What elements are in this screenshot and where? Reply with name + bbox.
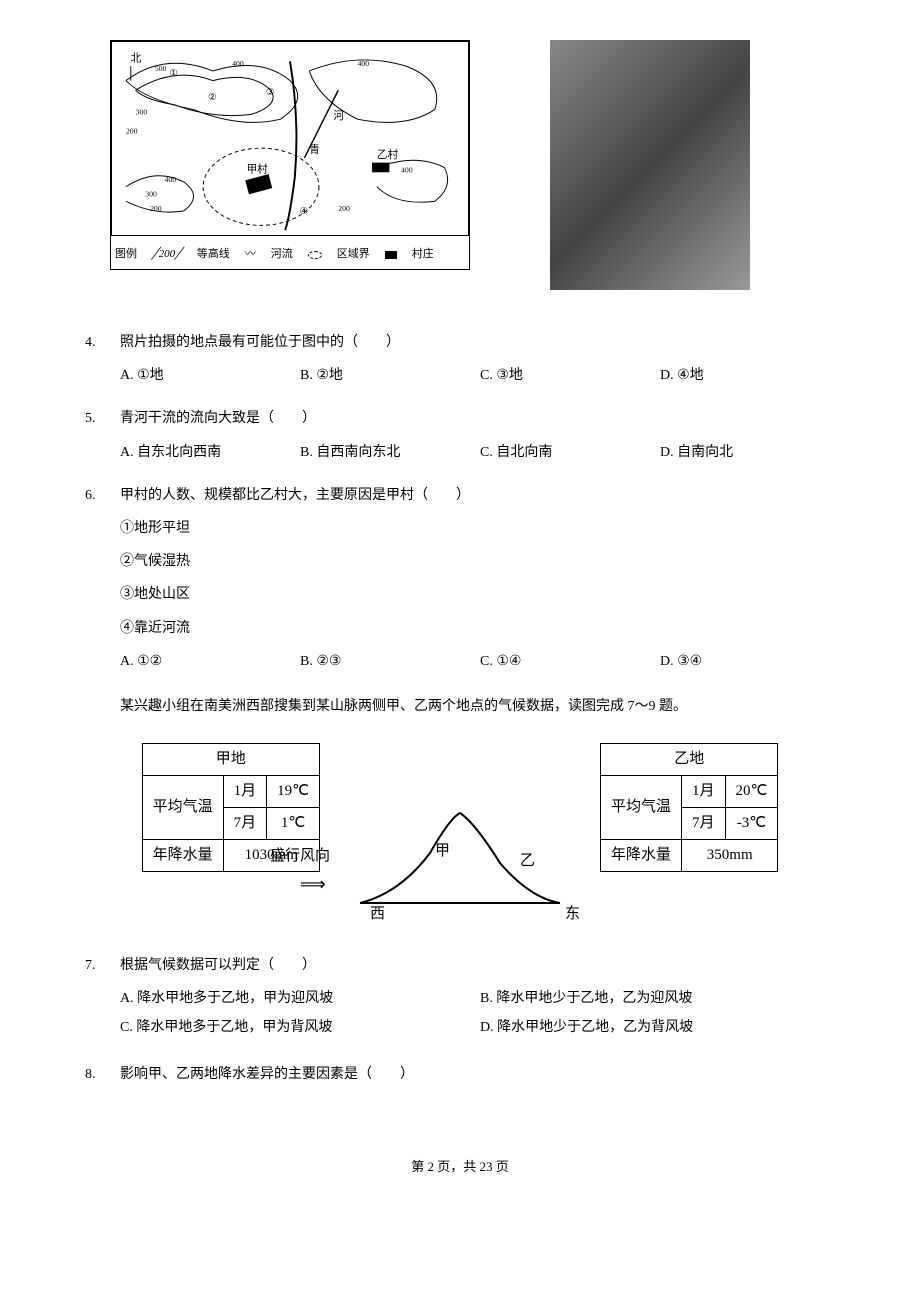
yi-precip-value: 350mm (682, 839, 778, 871)
mountain-diagram: 盛行风向 ⟹ 甲 乙 西 东 (340, 803, 580, 923)
q7-option-b: B. 降水甲地少于乙地，乙为迎风坡 (480, 986, 840, 1011)
q4-option-d: D. ④地 (660, 363, 840, 388)
jia-side-label: 甲 (435, 838, 450, 865)
q6-option-a: A. ①② (120, 649, 300, 674)
question-5: 5. 青河干流的流向大致是（ ） A. 自东北向西南 B. 自西南向东北 C. … (80, 406, 840, 474)
svg-text:400: 400 (401, 165, 413, 174)
q5-option-c: C. 自北向南 (480, 440, 660, 465)
q4-option-c: C. ③地 (480, 363, 660, 388)
q7-option-a: A. 降水甲地多于乙地，甲为迎风坡 (120, 986, 480, 1011)
climate-table-yi: 乙地 平均气温 1月 20℃ 7月 -3℃ 年降水量 350mm (600, 743, 778, 872)
q5-option-b: B. 自西南向东北 (300, 440, 480, 465)
svg-text:青: 青 (309, 143, 320, 156)
east-label: 东 (565, 901, 580, 928)
question-7: 7. 根据气候数据可以判定（ ） A. 降水甲地多于乙地，甲为迎风坡 B. 降水… (80, 953, 840, 1055)
q4-stem: 照片拍摄的地点最有可能位于图中的（ ） (120, 330, 840, 355)
svg-text:200: 200 (150, 204, 162, 213)
q6-item-3: ③地处山区 (120, 582, 840, 607)
svg-text:③: ③ (266, 87, 275, 98)
jia-title: 甲地 (142, 743, 319, 775)
svg-text:乙村: 乙村 (377, 148, 399, 161)
svg-text:②: ② (208, 92, 217, 103)
q8-number: 8. (85, 1062, 120, 1095)
svg-text:400: 400 (232, 59, 244, 68)
intro-7-9: 某兴趣小组在南美洲西部搜集到某山脉两侧甲、乙两个地点的气候数据，读图完成 7～9… (80, 692, 840, 723)
svg-text:甲村: 甲村 (247, 162, 269, 175)
west-label: 西 (370, 901, 385, 928)
yi-side-label: 乙 (520, 848, 535, 875)
yi-title: 乙地 (601, 743, 778, 775)
q6-option-d: D. ③④ (660, 649, 840, 674)
q6-number: 6. (85, 483, 120, 684)
svg-text:500: 500 (155, 64, 167, 73)
q5-option-d: D. 自南向北 (660, 440, 840, 465)
q5-number: 5. (85, 406, 120, 474)
q6-item-1: ①地形平坦 (120, 516, 840, 541)
cliff-photo (550, 40, 750, 290)
jia-precip-label: 年降水量 (142, 839, 223, 871)
svg-text:200: 200 (126, 127, 138, 136)
q7-stem: 根据气候数据可以判定（ ） (120, 953, 840, 978)
q6-item-4: ④靠近河流 (120, 616, 840, 641)
svg-text:④: ④ (300, 206, 309, 217)
map-legend: 图例 ╱200╱ 等高线 〰 河流 区域界 村庄 (115, 245, 465, 265)
q6-stem: 甲村的人数、规模都比乙村大，主要原因是甲村（ ） (120, 483, 840, 508)
q4-option-a: A. ①地 (120, 363, 300, 388)
yi-temp-label: 平均气温 (601, 775, 682, 839)
svg-text:300: 300 (145, 189, 157, 198)
svg-text:北: 北 (131, 52, 142, 64)
q4-number: 4. (85, 330, 120, 398)
question-8: 8. 影响甲、乙两地降水差异的主要因素是（ ） (80, 1062, 840, 1095)
q8-stem: 影响甲、乙两地降水差异的主要因素是（ ） (120, 1062, 840, 1087)
figure-row: 北 ① ② ③ ④ 甲村 乙村 河 青 500 400 300 200 400 … (80, 40, 840, 290)
wind-label: 盛行风向 (270, 843, 330, 870)
q7-option-c: C. 降水甲地多于乙地，甲为背风坡 (120, 1015, 480, 1040)
q7-option-d: D. 降水甲地少于乙地，乙为背风坡 (480, 1015, 840, 1040)
yi-precip-label: 年降水量 (601, 839, 682, 871)
q5-option-a: A. 自东北向西南 (120, 440, 300, 465)
question-4: 4. 照片拍摄的地点最有可能位于图中的（ ） A. ①地 B. ②地 C. ③地… (80, 330, 840, 398)
q4-option-b: B. ②地 (300, 363, 480, 388)
q6-option-b: B. ②③ (300, 649, 480, 674)
q7-number: 7. (85, 953, 120, 1055)
wind-arrow-icon: ⟹ (300, 868, 326, 900)
legend-prefix: 图例 (115, 245, 137, 265)
page-footer: 第 2 页，共 23 页 (80, 1155, 840, 1178)
svg-text:200: 200 (338, 204, 350, 213)
svg-text:400: 400 (358, 59, 370, 68)
svg-text:①: ① (169, 68, 178, 79)
climate-diagram: 甲地 平均气温 1月 19℃ 7月 1℃ 年降水量 1030mm 盛行风向 ⟹ … (80, 743, 840, 923)
q5-stem: 青河干流的流向大致是（ ） (120, 406, 840, 431)
q6-option-c: C. ①④ (480, 649, 660, 674)
svg-text:300: 300 (136, 107, 148, 116)
svg-text:400: 400 (165, 175, 177, 184)
contour-map-figure: 北 ① ② ③ ④ 甲村 乙村 河 青 500 400 300 200 400 … (110, 40, 470, 270)
question-6: 6. 甲村的人数、规模都比乙村大，主要原因是甲村（ ） ①地形平坦 ②气候湿热 … (80, 483, 840, 684)
q6-item-2: ②气候湿热 (120, 549, 840, 574)
svg-text:河: 河 (333, 110, 344, 122)
jia-temp-label: 平均气温 (142, 775, 223, 839)
